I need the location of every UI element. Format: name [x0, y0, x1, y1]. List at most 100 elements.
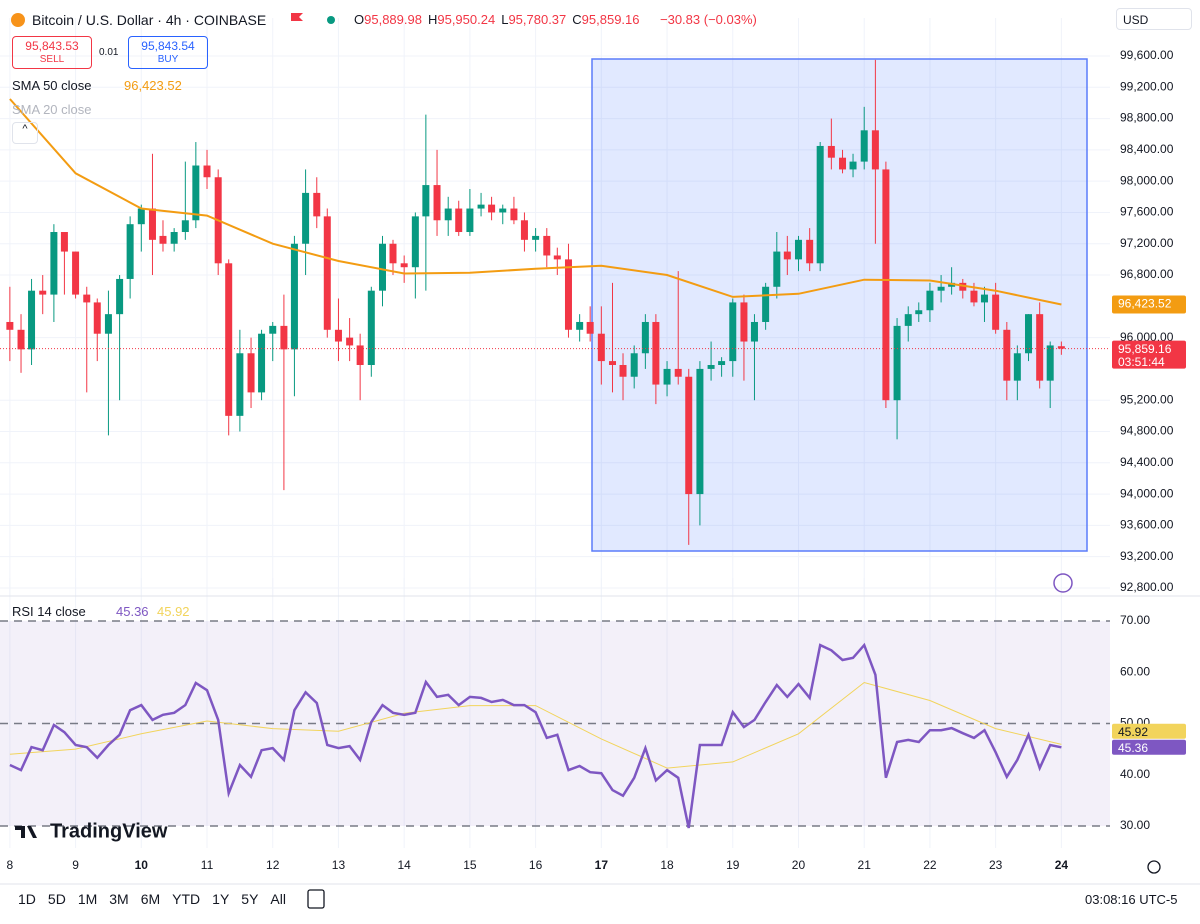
candle-body — [674, 368, 682, 377]
price-badge — [1112, 295, 1186, 314]
candle-body — [455, 208, 463, 233]
candle-body — [773, 251, 781, 287]
symbol-title[interactable]: Bitcoin / U.S. Dollar · 4h · COINBASE — [32, 12, 267, 28]
candle-body — [783, 251, 791, 260]
candle-body — [992, 294, 1000, 330]
spread: 0.01 — [99, 47, 119, 58]
candle-body — [313, 192, 321, 217]
candle-body — [729, 302, 737, 362]
candle-body — [641, 321, 649, 354]
candle-body — [28, 290, 36, 350]
candle-body — [543, 235, 551, 256]
currency-select[interactable]: USD — [1116, 8, 1192, 30]
candle-body — [6, 321, 14, 330]
candle-body — [323, 216, 331, 330]
y-tick-label: 98,000.00 — [1120, 173, 1174, 187]
candle-body — [663, 368, 671, 385]
candle-body — [192, 165, 200, 221]
ohlc-value: 95,889.98 — [364, 12, 422, 27]
buy-button[interactable]: 95,843.54 BUY — [128, 36, 208, 69]
candle-body — [685, 376, 693, 495]
range-button[interactable]: 1Y — [212, 891, 230, 907]
ohlc-letter: H — [427, 12, 438, 27]
sma50-value: 96,423.52 — [124, 78, 182, 93]
candle-body — [794, 239, 802, 260]
price-badge — [1112, 739, 1186, 755]
bitcoin-icon — [11, 13, 25, 27]
y-tick-label: 94,400.00 — [1120, 455, 1174, 469]
sma20-legend[interactable]: SMA 20 close — [12, 102, 92, 117]
candle-body — [17, 329, 25, 350]
rsi-legend[interactable]: RSI 14 close — [12, 604, 86, 619]
range-button[interactable]: All — [270, 891, 286, 907]
x-tick-label: 20 — [792, 858, 806, 872]
settings-icon[interactable] — [1147, 860, 1161, 874]
candle-body — [740, 302, 748, 342]
candle-body — [915, 310, 923, 315]
y-tick-label: 96,800.00 — [1120, 267, 1174, 281]
change-label: −30.83 (−0.03%) — [660, 12, 757, 27]
candle-body — [871, 130, 879, 170]
candle-body — [806, 239, 814, 264]
range-button[interactable]: 1D — [18, 891, 36, 907]
candle-body — [258, 333, 266, 393]
overlay-layer: 99,600.00 99,200.00 98,800.00 98,400.00 98,0… — [7, 48, 1186, 872]
candle-body — [1003, 329, 1011, 381]
candle-body — [520, 220, 528, 240]
candle-body — [444, 208, 452, 221]
price-badge-label: 95,859.16 — [1118, 342, 1172, 356]
candle-body — [269, 325, 277, 334]
x-tick-label: 8 — [7, 858, 14, 872]
range-button[interactable]: 1M — [77, 891, 98, 907]
candle-body — [203, 165, 211, 178]
x-tick-label: 16 — [529, 858, 543, 872]
candle-body — [762, 286, 770, 322]
sell-price: 95,843.53 — [25, 39, 79, 53]
candle-body — [422, 185, 430, 217]
ohlc-value: 95,859.16 — [581, 12, 640, 27]
x-tick-label: 14 — [397, 858, 411, 872]
candle-body — [893, 325, 901, 401]
range-button[interactable]: 6M — [140, 891, 161, 907]
candle-body — [827, 145, 835, 158]
candle-body — [510, 208, 518, 221]
range-button[interactable]: 5D — [47, 891, 66, 907]
candle-body — [356, 345, 364, 366]
candle-body — [137, 208, 145, 225]
candle-body — [609, 361, 617, 366]
range-button[interactable]: 5Y — [241, 891, 259, 907]
sell-button[interactable]: 95,843.53 SELL — [12, 36, 92, 69]
price-badge-label: 96,423.52 — [1118, 297, 1172, 311]
sma50-legend[interactable]: SMA 50 close — [12, 78, 92, 93]
y-tick-label: 94,000.00 — [1120, 486, 1174, 500]
clock[interactable]: 03:08:16 UTC-5 — [1085, 892, 1178, 907]
y-tick-label: 99,600.00 — [1120, 48, 1174, 62]
range-button[interactable]: 3M — [109, 891, 129, 907]
date-range-icon[interactable] — [307, 889, 325, 909]
rsi-ma-value: 45.92 — [157, 604, 190, 619]
candle-body — [959, 282, 967, 291]
candle-body — [849, 161, 857, 170]
replay-icon[interactable] — [1053, 573, 1073, 593]
candle-body — [60, 232, 68, 252]
y-tick-label: 60.00 — [1120, 664, 1150, 678]
candle-body — [159, 235, 167, 244]
selection-rectangle[interactable] — [591, 58, 1088, 552]
candle-body — [839, 157, 847, 170]
y-tick-label: 97,600.00 — [1120, 205, 1174, 219]
candle-body — [50, 232, 58, 295]
candle-body — [466, 208, 474, 233]
candle-body — [1036, 314, 1044, 381]
y-tick-label: 92,800.00 — [1120, 580, 1174, 594]
y-tick-label: 97,200.00 — [1120, 236, 1174, 250]
candle-body — [280, 325, 288, 350]
range-button[interactable]: YTD — [172, 891, 201, 907]
candle-body — [302, 192, 310, 244]
candle-body — [718, 361, 726, 366]
ohlc-legend: O95,889.98 H95,950.24 L95,780.37 C95,859.16 — [354, 12, 646, 27]
collapse-button[interactable]: ^ — [12, 122, 38, 144]
sell-label: SELL — [39, 54, 65, 65]
x-tick-label: 21 — [858, 858, 872, 872]
price-badge-label: 45.92 — [1118, 725, 1148, 739]
flag-icon[interactable] — [291, 13, 303, 21]
